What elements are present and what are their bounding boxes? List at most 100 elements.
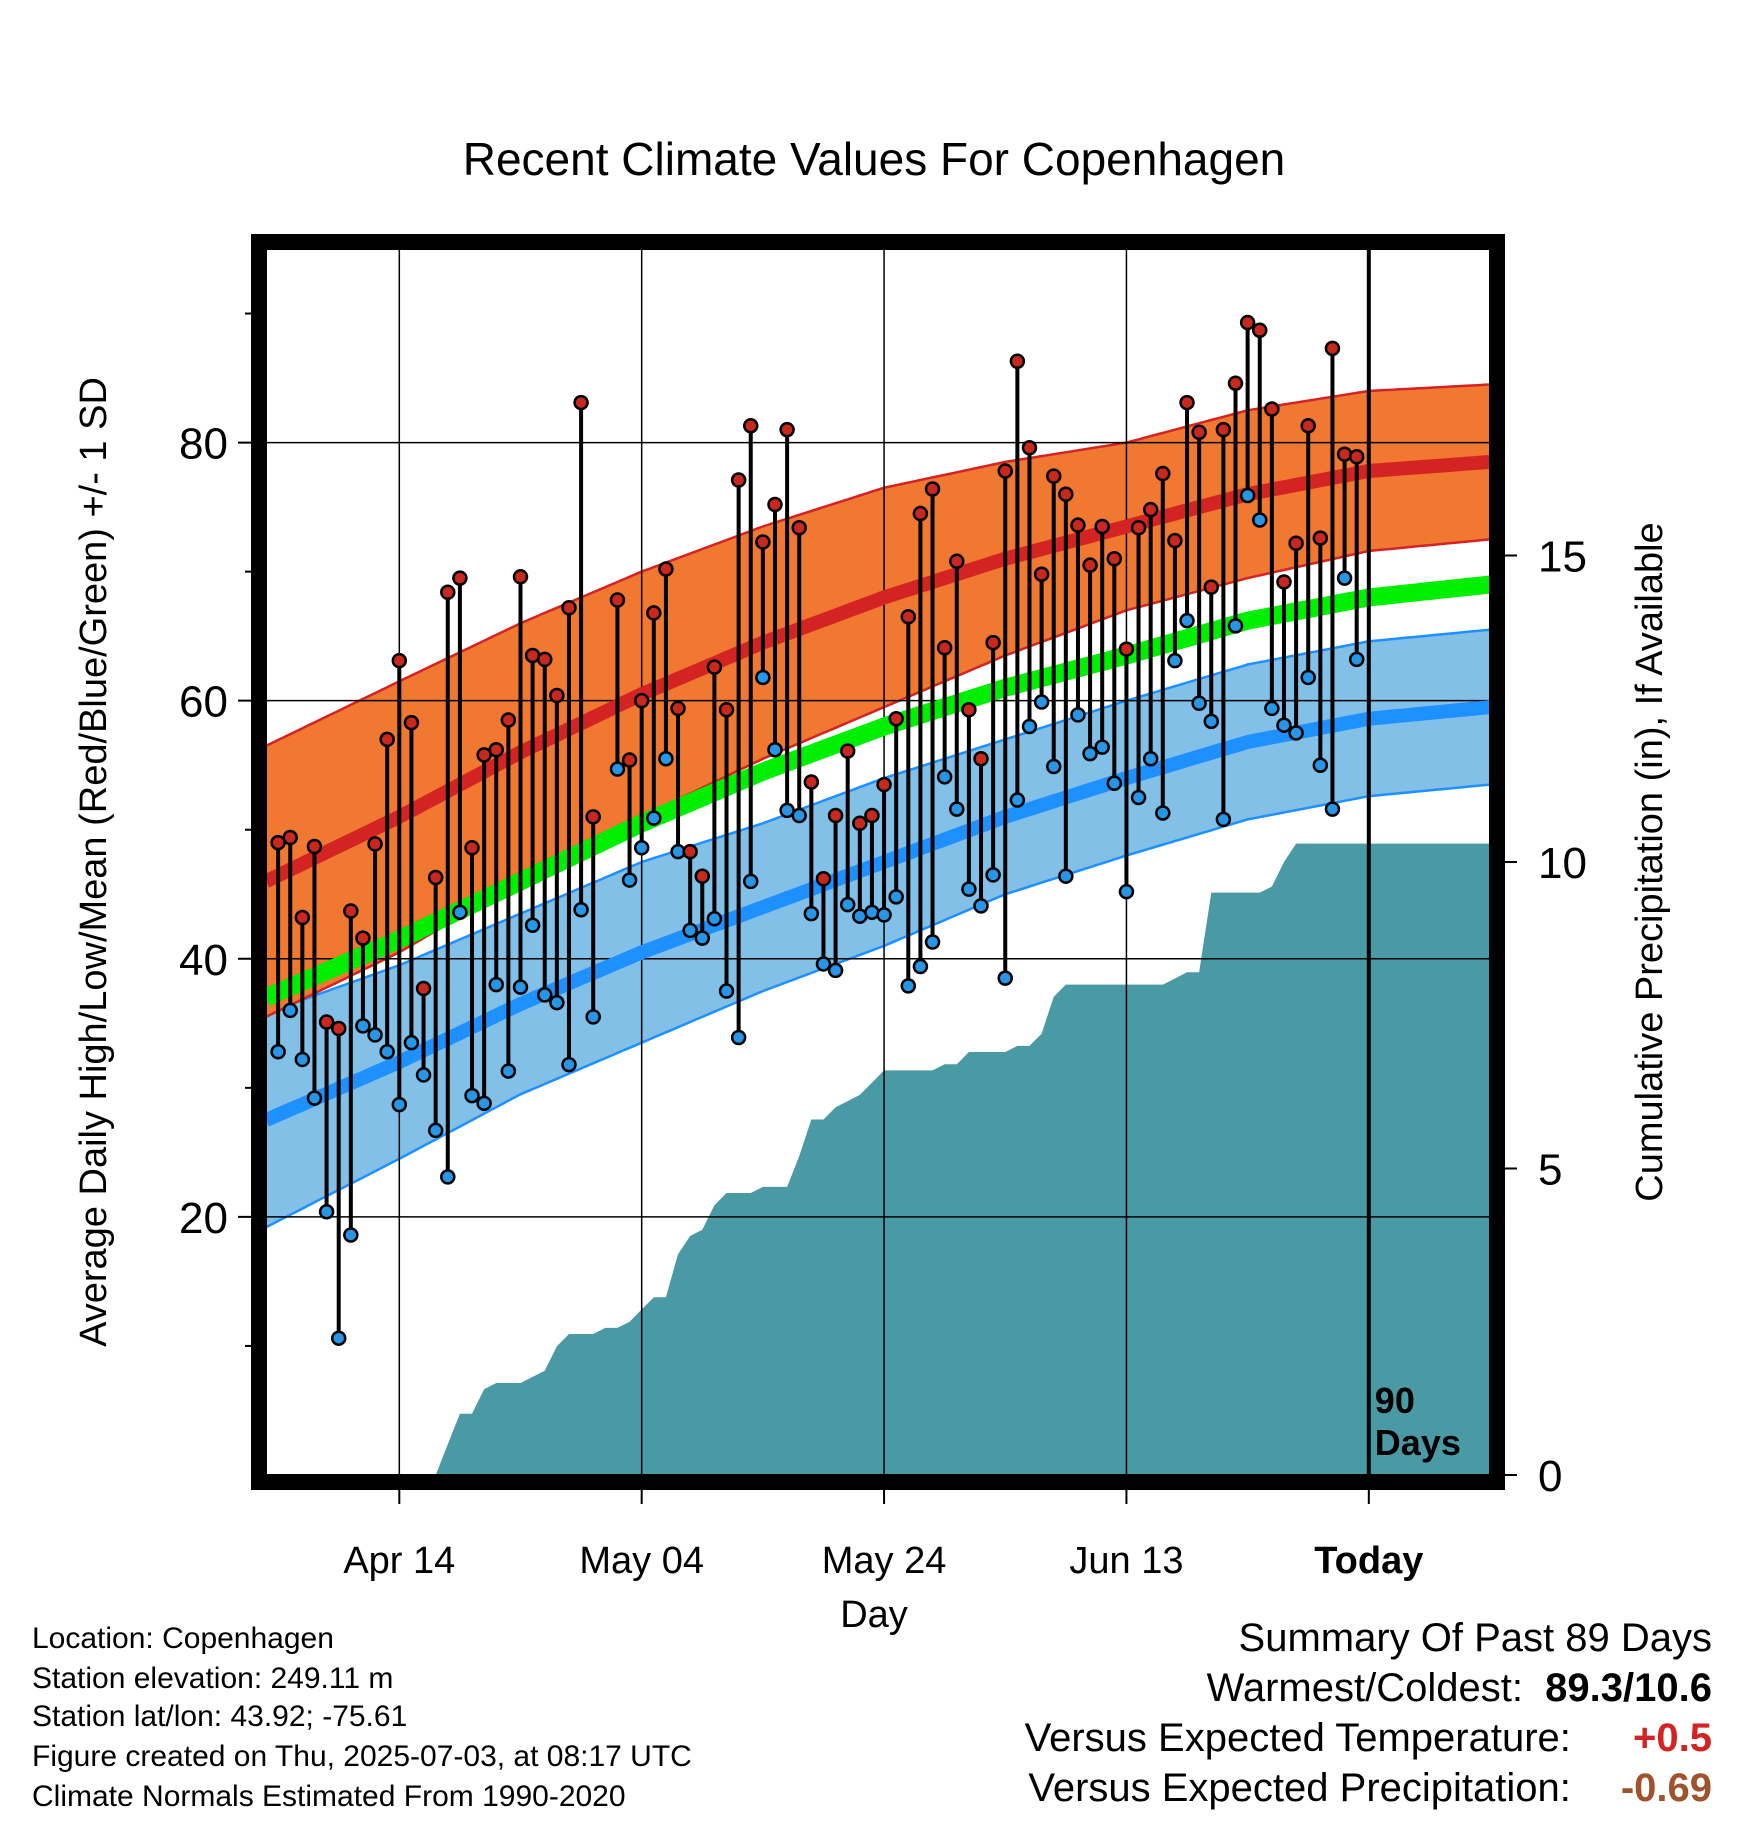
summary-temp-label: Versus Expected Temperature: xyxy=(1024,1716,1571,1760)
daily-low-point xyxy=(694,930,711,946)
daily-low-point xyxy=(282,1002,298,1019)
daily-low-point xyxy=(318,1203,335,1220)
footer-location: Location: Copenhagen xyxy=(32,1622,334,1655)
daily-low-point xyxy=(755,669,771,686)
x-tick-label: Apr 14 xyxy=(343,1540,455,1582)
daily-high-point xyxy=(294,909,311,926)
daily-low-point xyxy=(706,911,723,927)
daily-low-point xyxy=(464,1087,480,1104)
daily-high-point xyxy=(1251,322,1268,339)
daily-low-point xyxy=(1336,570,1353,586)
daily-low-point xyxy=(1167,652,1183,669)
daily-low-point xyxy=(536,987,553,1003)
y-tick-label: 40 xyxy=(179,936,228,985)
x-tick-label: Today xyxy=(1314,1540,1423,1582)
daily-high-point xyxy=(488,741,505,758)
daily-low-point xyxy=(270,1043,286,1060)
daily-high-point xyxy=(1155,465,1171,482)
normal-high-line xyxy=(266,454,1490,888)
daily-low-point xyxy=(1021,718,1038,735)
summary-precip-value: -0.69 xyxy=(1620,1766,1712,1810)
daily-low-point xyxy=(1264,700,1280,717)
summary-temp-value: +0.5 xyxy=(1633,1716,1712,1760)
daily-high-point xyxy=(1082,557,1098,573)
daily-high-point xyxy=(573,394,589,411)
daily-low-point xyxy=(403,1034,420,1051)
daily-high-point xyxy=(1276,574,1292,590)
daily-low-point xyxy=(1203,713,1220,730)
daily-low-point xyxy=(585,1009,601,1025)
daily-low-point xyxy=(924,934,941,950)
daily-low-point xyxy=(476,1095,492,1112)
y2-tick-label: 5 xyxy=(1538,1146,1562,1195)
daily-high-point xyxy=(282,829,298,846)
daily-high-point xyxy=(815,871,832,887)
y2-axis-label: Cumulative Precipitation (in), If Availa… xyxy=(1629,522,1671,1201)
daily-low-point xyxy=(888,889,904,905)
cumulative-precipitation-area xyxy=(266,843,1490,1475)
daily-low-point xyxy=(355,1018,371,1034)
daily-high-point xyxy=(536,651,553,668)
daily-high-point xyxy=(1118,641,1135,657)
normal-mean-line xyxy=(266,575,1490,1006)
daily-high-point xyxy=(1264,401,1280,417)
daily-high-point xyxy=(985,634,1001,651)
daily-high-point xyxy=(561,600,577,616)
daily-low-point xyxy=(609,761,626,777)
daily-high-point xyxy=(646,605,662,621)
summary-precipitation: Versus Expected Precipitation: -0.69 xyxy=(1028,1766,1712,1811)
today-days-label-number: 90 xyxy=(1375,1380,1415,1421)
daily-low-point xyxy=(1215,811,1232,828)
daily-low-point xyxy=(1227,618,1244,634)
daily-low-point xyxy=(949,801,965,817)
daily-high-point xyxy=(864,807,880,824)
x-tick-label: May 04 xyxy=(579,1540,704,1582)
daily-high-point xyxy=(755,534,771,550)
daily-low-point xyxy=(900,978,917,994)
daily-low-point xyxy=(343,1227,359,1243)
daily-low-point xyxy=(294,1051,311,1068)
daily-low-point xyxy=(682,922,698,939)
daily-high-point xyxy=(1203,579,1220,595)
summary-precip-label: Versus Expected Precipitation: xyxy=(1028,1766,1571,1810)
daily-low-point xyxy=(561,1056,577,1073)
footer-latlon: Station lat/lon: 43.92; -75.61 xyxy=(32,1700,408,1733)
daily-high-point xyxy=(730,472,747,488)
daily-high-point xyxy=(1215,421,1232,438)
daily-high-point xyxy=(367,836,383,852)
daily-high-point xyxy=(549,687,565,704)
daily-low-point xyxy=(767,741,783,758)
daily-low-point xyxy=(839,896,856,913)
daily-high-point xyxy=(415,980,432,997)
footer-created: Figure created on Thu, 2025-07-03, at 08… xyxy=(32,1740,692,1773)
chart-title: Recent Climate Values For Copenhagen xyxy=(463,133,1286,185)
daily-low-point xyxy=(743,873,759,890)
daily-high-point xyxy=(1058,486,1074,502)
daily-high-point xyxy=(1045,468,1062,484)
daily-low-point xyxy=(1130,789,1147,806)
daily-low-point xyxy=(415,1067,432,1083)
daily-low-point xyxy=(1300,669,1316,686)
summary-warmest-coldest: Warmest/Coldest: 89.3/10.6 xyxy=(1207,1666,1712,1711)
daily-low-point xyxy=(1082,745,1098,762)
daily-low-point xyxy=(912,958,929,975)
daily-low-point xyxy=(1142,751,1159,767)
daily-low-point xyxy=(961,881,977,897)
daily-high-point xyxy=(791,520,807,536)
daily-low-point xyxy=(1058,868,1074,884)
daily-high-point xyxy=(1094,518,1110,535)
summary-temperature: Versus Expected Temperature: +0.5 xyxy=(1025,1716,1712,1761)
daily-high-point xyxy=(682,843,698,860)
daily-high-point xyxy=(1021,439,1038,456)
y-tick-label: 60 xyxy=(179,678,228,727)
daily-low-point xyxy=(1239,487,1256,504)
daily-low-point xyxy=(452,904,468,921)
y-axis-label: Average Daily High/Low/Mean (Red/Blue/Gr… xyxy=(73,377,115,1347)
daily-high-point xyxy=(1312,530,1329,546)
daily-low-point xyxy=(1324,801,1341,817)
daily-high-point xyxy=(694,868,711,884)
summary-warmest-coldest-value: 89.3/10.6 xyxy=(1545,1666,1712,1710)
x-axis-label: Day xyxy=(840,1594,908,1636)
daily-high-point xyxy=(961,701,977,718)
daily-high-point xyxy=(706,659,723,675)
